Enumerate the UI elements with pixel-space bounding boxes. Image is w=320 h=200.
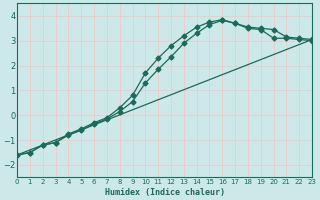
X-axis label: Humidex (Indice chaleur): Humidex (Indice chaleur) bbox=[105, 188, 225, 197]
